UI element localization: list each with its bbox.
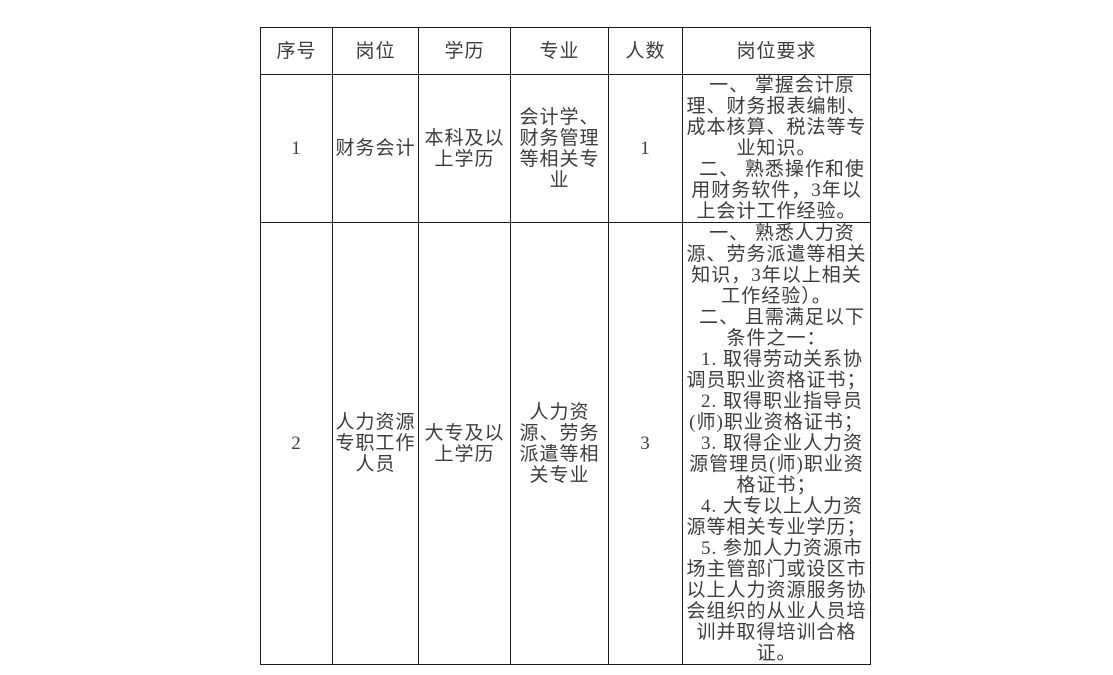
cell-education: 大专及以上学历	[418, 222, 511, 665]
requirement-paragraph: 一、 掌握会计原理、财务报表编制、成本核算、税法等专业知识。	[686, 75, 867, 160]
table-row: 1 财务会计 本科及以上学历 会计学、财务管理等相关专业 1 一、 掌握会计原理…	[260, 74, 871, 223]
column-header-count: 人数	[608, 27, 683, 75]
requirement-paragraph: 5. 参加人力资源市场主管部门或设区市以上人力资源服务协会组织的从业人员培训并取…	[686, 538, 867, 664]
requirement-paragraph: 1. 取得劳动关系协调员职业资格证书；	[686, 349, 867, 391]
cell-count: 1	[608, 74, 683, 223]
requirement-paragraph: 2. 取得职业指导员(师)职业资格证书；	[689, 391, 864, 433]
column-header-position: 岗位	[332, 27, 419, 75]
cell-position: 人力资源专职工作人员	[332, 222, 419, 665]
requirement-paragraph: 3. 取得企业人力资源管理员(师)职业资格证书；	[689, 433, 864, 496]
table-header-row: 序号 岗位 学历 专业 人数 岗位要求	[260, 27, 871, 75]
cell-requirements: 一、 熟悉人力资源、劳务派遣等相关知识，3年以上相关工作经验）。 二、 且需满足…	[682, 222, 871, 665]
cell-count: 3	[608, 222, 683, 665]
table-row: 2 人力资源专职工作人员 大专及以上学历 人力资源、劳务派遣等相关专业 3 一、…	[260, 222, 871, 665]
cell-requirements: 一、 掌握会计原理、财务报表编制、成本核算、税法等专业知识。 二、 熟悉操作和使…	[682, 74, 871, 223]
requirement-paragraph: 二、 熟悉操作和使用财务软件，3年以上会计工作经验。	[691, 159, 865, 222]
cell-number: 1	[260, 74, 333, 223]
column-header-number: 序号	[260, 27, 333, 75]
column-header-education: 学历	[418, 27, 511, 75]
column-header-major: 专业	[510, 27, 609, 75]
column-header-requirements: 岗位要求	[682, 27, 871, 75]
cell-major: 人力资源、劳务派遣等相关专业	[510, 222, 609, 665]
requirement-paragraph: 一、 熟悉人力资源、劳务派遣等相关知识，3年以上相关工作经验）。	[686, 223, 867, 308]
job-postings-table: 序号 岗位 学历 专业 人数 岗位要求 1 财务会计 本科及以上学历 会计学、财…	[260, 27, 871, 665]
requirement-paragraph: 二、 且需满足以下条件之一：	[699, 307, 865, 349]
cell-education: 本科及以上学历	[418, 74, 511, 223]
cell-position: 财务会计	[332, 74, 419, 223]
cell-major: 会计学、财务管理等相关专业	[510, 74, 609, 223]
requirement-paragraph: 4. 大专以上人力资源等相关专业学历；	[686, 496, 867, 538]
cell-number: 2	[260, 222, 333, 665]
